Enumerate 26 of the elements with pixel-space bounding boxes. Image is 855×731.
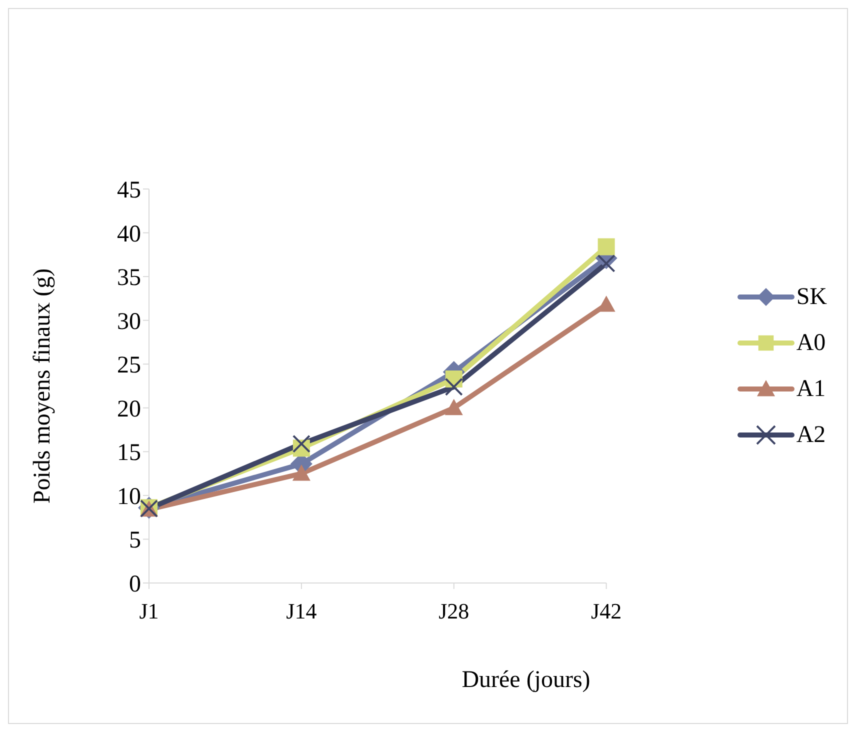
- y-tick-label: 20: [117, 396, 141, 422]
- legend-label: A0: [796, 330, 826, 356]
- point: [444, 398, 463, 416]
- y-tick-label: 15: [117, 440, 141, 466]
- x-tick-label: J42: [591, 598, 622, 624]
- legend-label: SK: [796, 284, 827, 310]
- x-tick-label: J28: [438, 598, 470, 624]
- y-tick-label: 30: [117, 308, 141, 335]
- y-tick-label: 40: [117, 221, 141, 248]
- point: [292, 464, 310, 481]
- point: [444, 378, 463, 396]
- point: [598, 238, 615, 256]
- x-tick-label: J14: [286, 598, 317, 624]
- y-axis-title: Poids moyens finaux (g): [30, 268, 56, 504]
- y-tick-label: 35: [117, 265, 141, 292]
- legend-label: A2: [796, 422, 826, 448]
- y-tick-label: 0: [129, 572, 141, 598]
- legend-label: A1: [796, 376, 826, 402]
- x-tick-label: J1: [139, 598, 159, 624]
- y-tick-label: 25: [117, 352, 141, 379]
- x-axis-title: Durée (jours): [462, 667, 590, 693]
- y-tick-label: 5: [129, 528, 141, 554]
- point: [292, 434, 310, 453]
- y-tick-label: 10: [117, 484, 141, 510]
- y-tick-label: 45: [117, 178, 141, 204]
- point: [597, 254, 616, 272]
